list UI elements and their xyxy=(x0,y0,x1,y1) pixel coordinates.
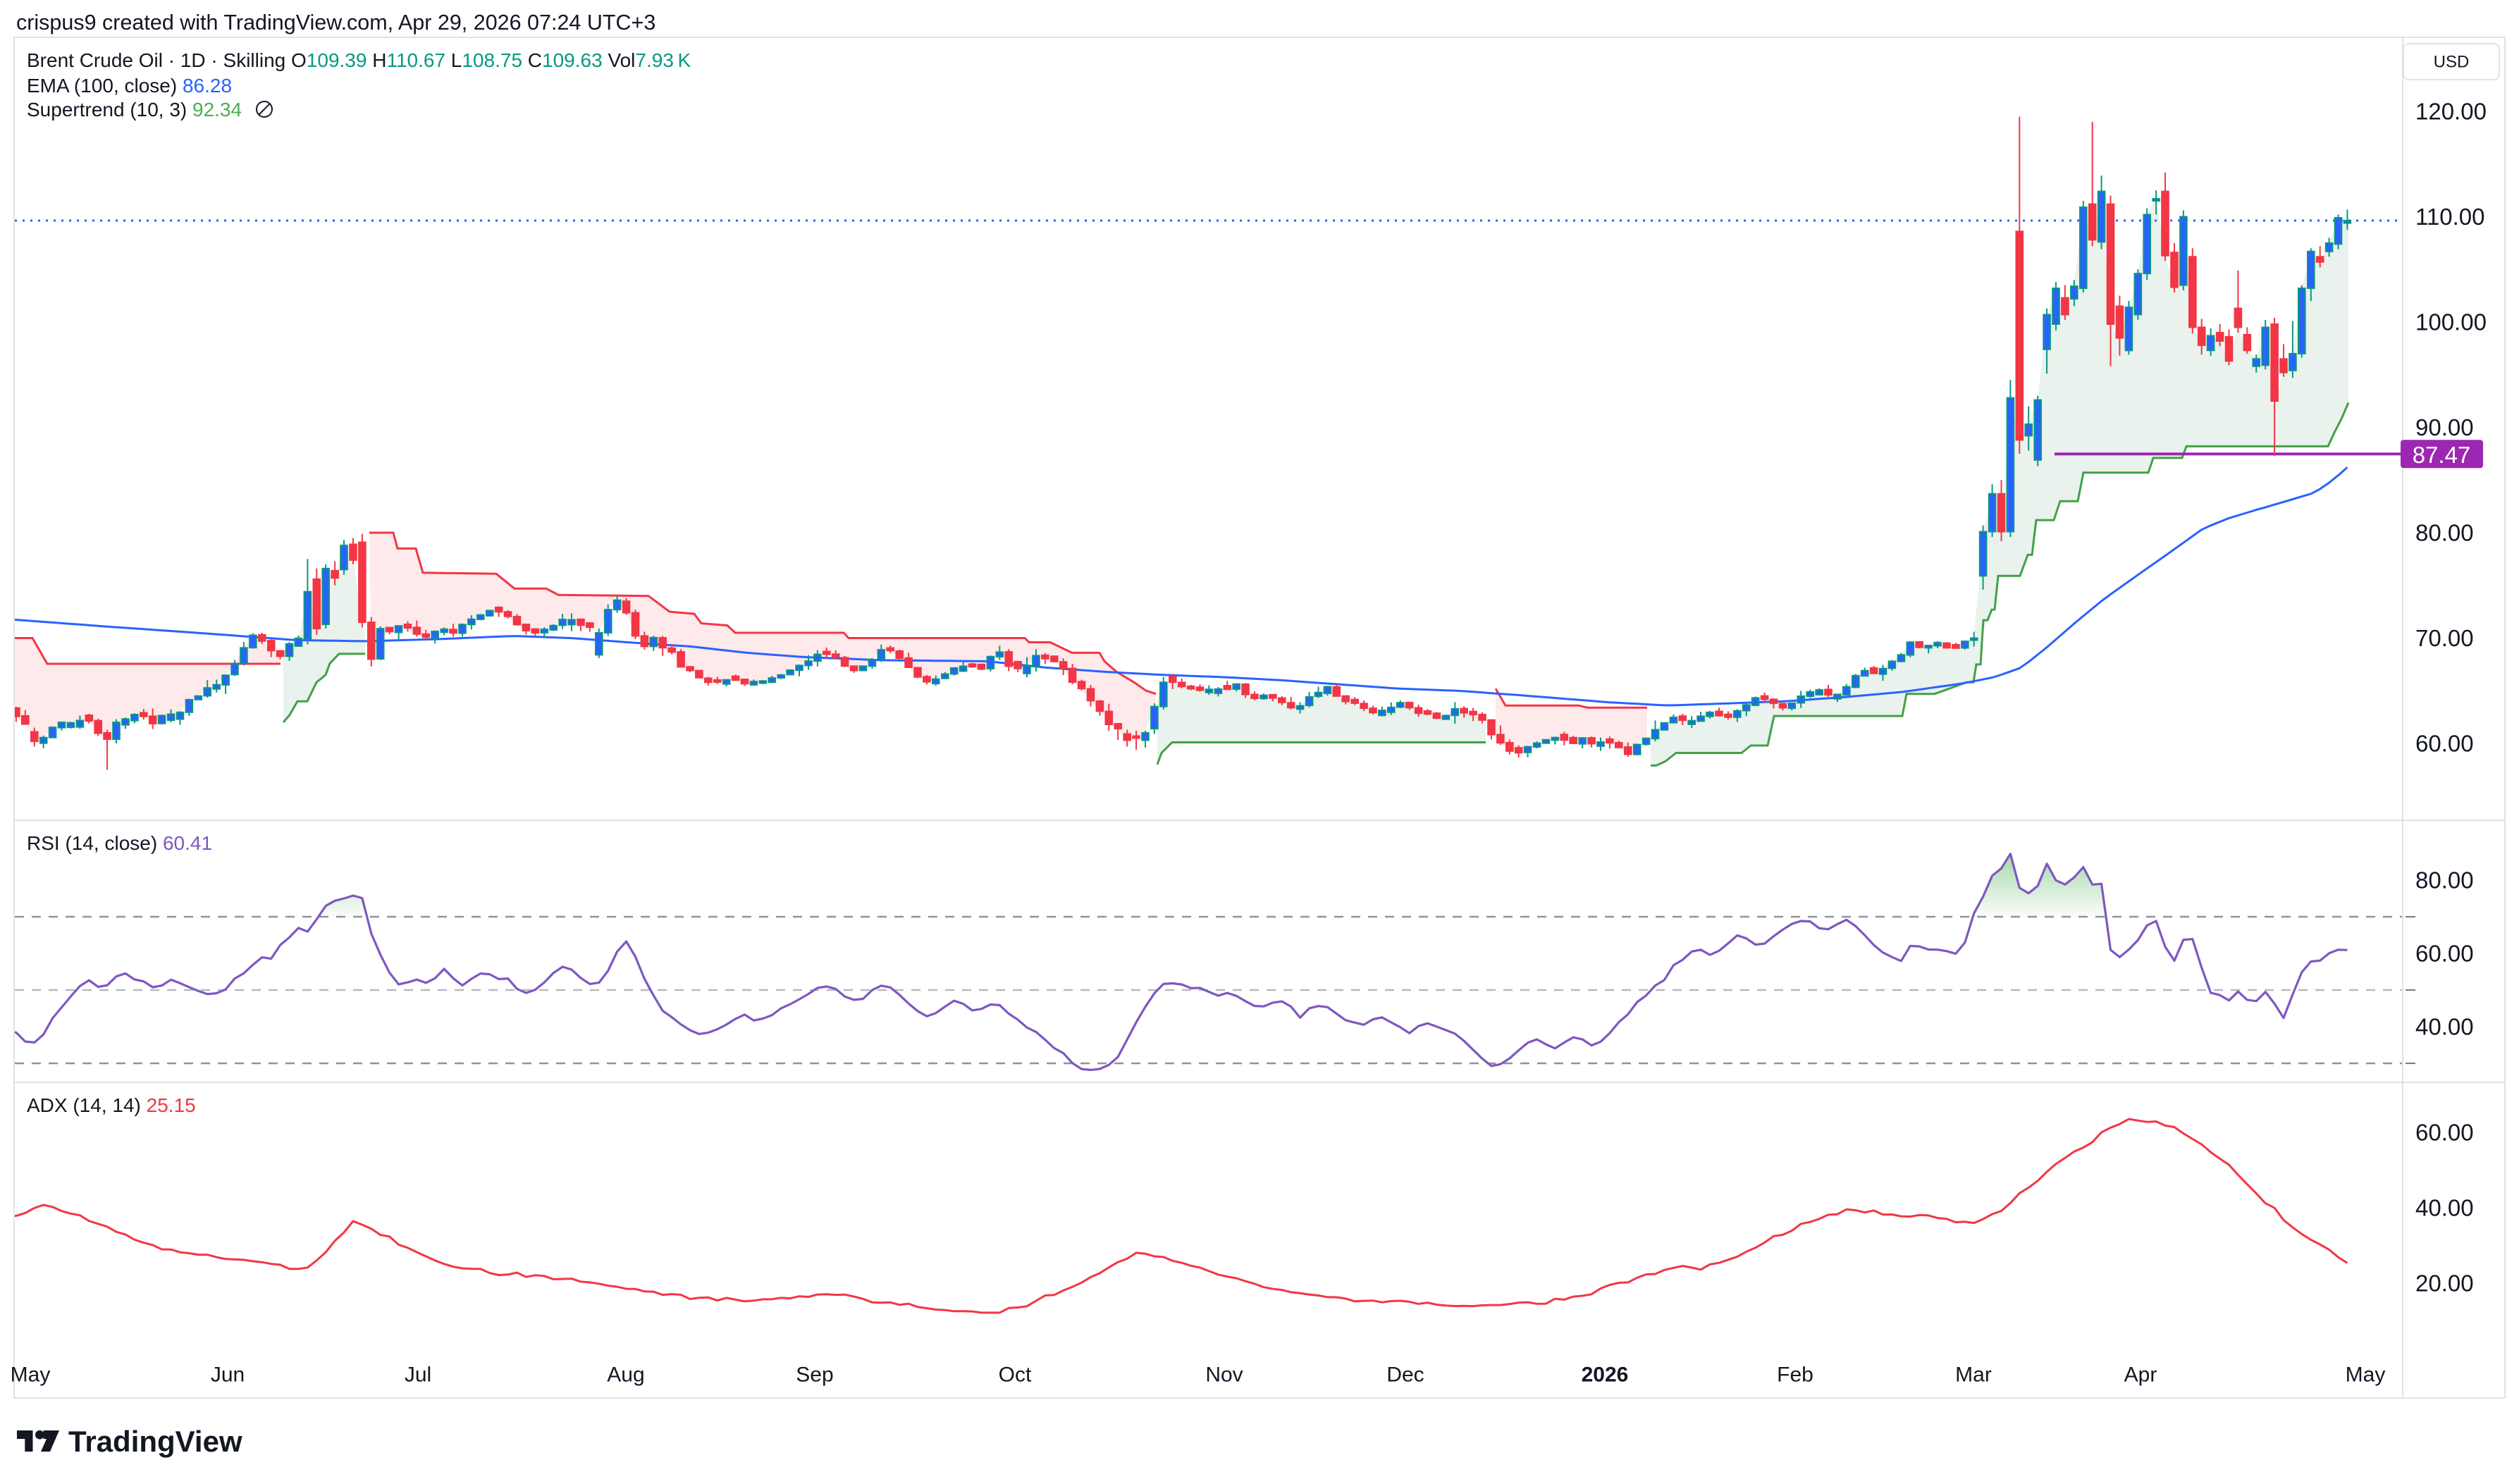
svg-text:May: May xyxy=(2346,1364,2386,1387)
svg-text:May: May xyxy=(11,1364,51,1387)
svg-text:40.00: 40.00 xyxy=(2415,1195,2474,1221)
svg-text:Dec: Dec xyxy=(1386,1364,1424,1387)
svg-text:80.00: 80.00 xyxy=(2415,867,2474,894)
svg-text:Oct: Oct xyxy=(999,1364,1032,1387)
svg-text:Nov: Nov xyxy=(1205,1364,1243,1387)
svg-text:90.00: 90.00 xyxy=(2415,414,2474,440)
svg-text:USD: USD xyxy=(2434,53,2470,72)
svg-text:20.00: 20.00 xyxy=(2415,1270,2474,1297)
svg-text:120.00: 120.00 xyxy=(2415,99,2487,125)
svg-text:EMA (100, close) 86.28: EMA (100, close) 86.28 xyxy=(27,75,232,97)
svg-text:60.00: 60.00 xyxy=(2415,731,2474,757)
svg-text:2026: 2026 xyxy=(1582,1364,1629,1387)
svg-text:Apr: Apr xyxy=(2124,1364,2157,1387)
svg-text:Aug: Aug xyxy=(607,1364,644,1387)
svg-text:Supertrend (10, 3) 92.34: Supertrend (10, 3) 92.34 xyxy=(27,99,242,120)
svg-text:40.00: 40.00 xyxy=(2415,1014,2474,1040)
svg-text:crispus9 created with TradingV: crispus9 created with TradingView.com, A… xyxy=(16,11,655,35)
svg-text:80.00: 80.00 xyxy=(2415,520,2474,546)
svg-text:RSI (14, close) 60.41: RSI (14, close) 60.41 xyxy=(27,832,212,854)
svg-text:Sep: Sep xyxy=(796,1364,833,1387)
svg-text:100.00: 100.00 xyxy=(2415,309,2487,335)
svg-text:Feb: Feb xyxy=(1777,1364,1813,1387)
svg-text:60.00: 60.00 xyxy=(2415,941,2474,967)
svg-text:60.00: 60.00 xyxy=(2415,1120,2474,1146)
svg-text:Jul: Jul xyxy=(405,1364,431,1387)
svg-text:70.00: 70.00 xyxy=(2415,625,2474,651)
svg-text:87.47: 87.47 xyxy=(2413,442,2471,468)
svg-text:Jun: Jun xyxy=(211,1364,245,1387)
svg-text:110.00: 110.00 xyxy=(2415,204,2484,230)
svg-text:Brent Crude Oil · 1D · Skillin: Brent Crude Oil · 1D · Skilling O109.39 … xyxy=(27,49,691,71)
svg-text:Mar: Mar xyxy=(1955,1364,1992,1387)
svg-text:ADX (14, 14) 25.15: ADX (14, 14) 25.15 xyxy=(27,1094,196,1116)
svg-text:TradingView: TradingView xyxy=(68,1425,242,1458)
